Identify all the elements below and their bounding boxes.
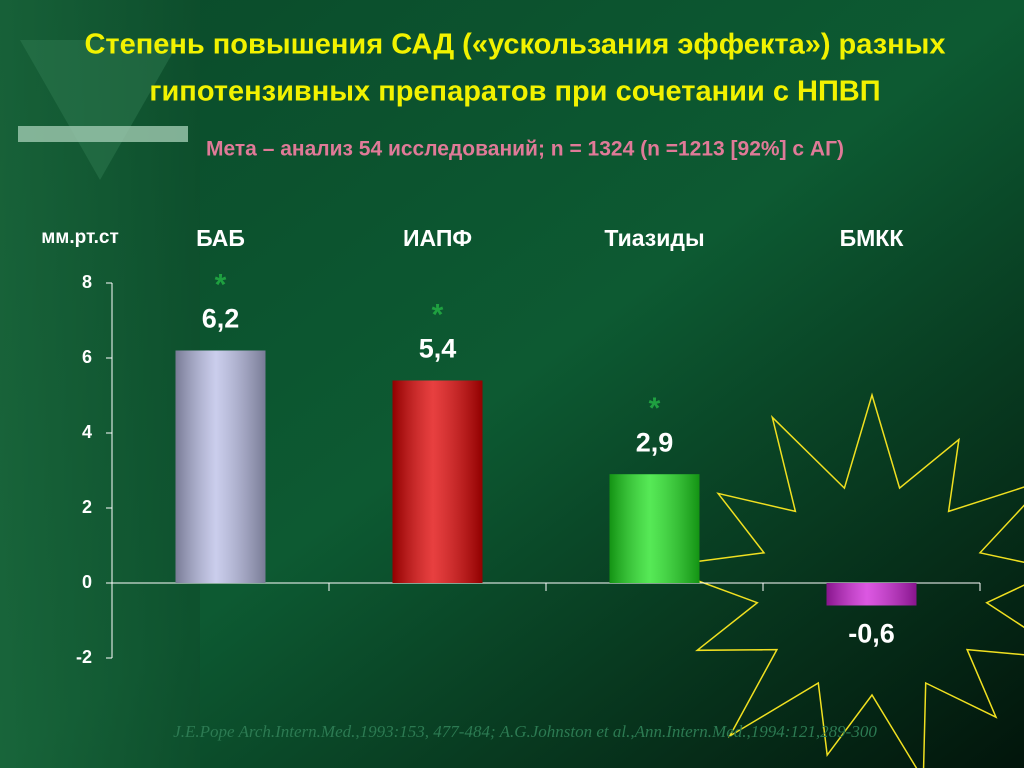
category-label: Тиазиды — [604, 225, 704, 251]
y-tick-label: -2 — [76, 647, 92, 667]
y-tick-label: 0 — [82, 572, 92, 592]
decor — [20, 40, 180, 180]
footnote: J.E.Pope Arch.Intern.Med.,1993:153, 477-… — [173, 722, 877, 741]
y-axis-label: мм.рт.ст — [41, 227, 119, 248]
y-tick-label: 8 — [82, 272, 92, 292]
y-tick-label: 2 — [82, 497, 92, 517]
y-tick-label: 4 — [82, 422, 92, 442]
starburst — [658, 392, 1024, 768]
title-line: Степень повышения САД («ускользания эффе… — [84, 29, 945, 61]
value-label: 2,9 — [636, 427, 674, 457]
subtitle: Мета – анализ 54 исследований; n = 1324 … — [206, 138, 844, 161]
bar-sheen — [826, 583, 917, 606]
decor-bar — [18, 126, 188, 142]
significance-mark: * — [649, 392, 661, 425]
bar-sheen — [175, 350, 266, 583]
value-label: 5,4 — [419, 334, 457, 364]
value-label: -0,6 — [848, 619, 895, 649]
y-tick-label: 6 — [82, 347, 92, 367]
bar-sheen — [609, 474, 700, 583]
category-label: БМКК — [840, 225, 905, 251]
category-label: БАБ — [196, 225, 245, 251]
bar-sheen — [392, 380, 483, 583]
significance-mark: * — [432, 298, 444, 331]
category-label: ИАПФ — [403, 225, 472, 251]
value-label: 6,2 — [202, 304, 240, 334]
significance-mark: * — [215, 268, 227, 301]
title-line: гипотензивных препаратов при сочетании с… — [149, 76, 880, 108]
